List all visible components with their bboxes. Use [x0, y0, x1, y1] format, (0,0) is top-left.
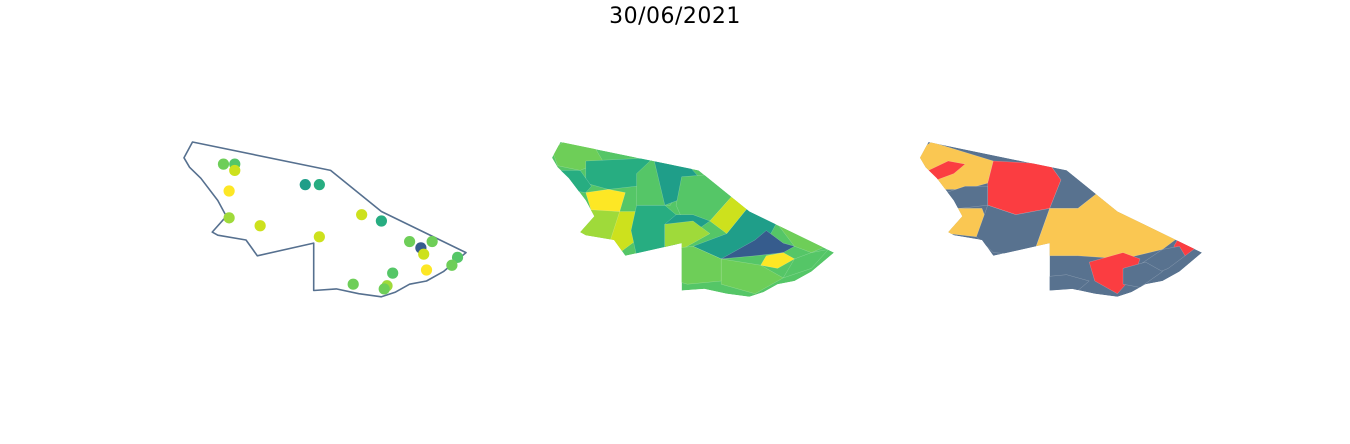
municipality-point — [426, 235, 438, 248]
region-r18 — [782, 249, 829, 279]
region-r20 — [721, 258, 784, 294]
municipality-point — [375, 215, 387, 227]
municipality-point — [446, 259, 458, 271]
region-r04 — [585, 189, 626, 212]
municipality-point — [418, 248, 430, 260]
municipality-point — [347, 278, 359, 290]
municipality-point — [387, 267, 399, 279]
municipality-point — [223, 212, 235, 224]
risk-choropleth-panel — [920, 142, 1202, 297]
municipality-point — [451, 251, 464, 263]
region-r13 — [664, 220, 711, 250]
municipality-point — [356, 209, 368, 221]
municipality-point — [313, 179, 325, 191]
region-r15 — [721, 230, 795, 260]
municipality-point — [254, 220, 266, 232]
municipality-point — [229, 164, 241, 177]
municipality-point — [299, 179, 311, 191]
region-r17 — [760, 252, 795, 269]
viridis-choropleth-panel — [552, 142, 834, 297]
region-k04 — [936, 186, 988, 209]
municipality-point — [217, 158, 230, 170]
municipality-point — [313, 231, 325, 243]
municipality-point — [420, 264, 433, 276]
municipality-point — [378, 283, 390, 295]
municipality-point — [404, 235, 416, 248]
region-k03 — [987, 160, 1062, 215]
region-k13 — [1122, 261, 1163, 288]
points-map-panel — [183, 141, 467, 298]
municipality-point — [223, 185, 235, 197]
figure-title: 30/06/2021 — [609, 4, 741, 29]
